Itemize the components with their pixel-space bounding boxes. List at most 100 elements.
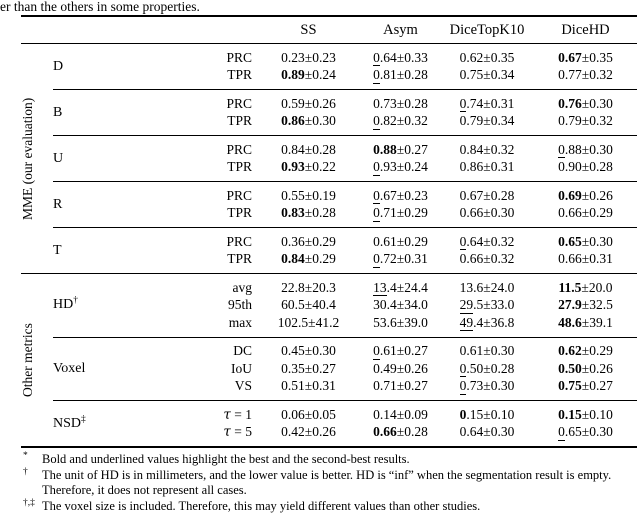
value-cell: 60.5±40.4 [281, 297, 336, 313]
value-cell: 0.36±0.29 [281, 233, 336, 249]
value-cell: 0.84±0.29 [281, 251, 336, 267]
value-cell: 11.5±20.0 [558, 279, 613, 295]
table-group-u: U PRC 0.84±0.28 0.88±0.27 0.84±0.32 0.88±0.30… [21, 136, 637, 181]
group-label: U [53, 150, 64, 166]
table-bottom-rule [21, 446, 637, 448]
value-cell: 0.66±0.28 [373, 424, 428, 440]
value-cell: 22.8±20.3 [281, 279, 336, 295]
value-cell: 0.66±0.32 [459, 251, 515, 267]
section-label-mme: MME (our evaluation) [20, 97, 35, 221]
value-cell: 0.77±0.32 [558, 67, 613, 83]
value-cell: 0.89±0.24 [281, 67, 336, 83]
group-label: NSD‡ [53, 413, 86, 431]
value-cell: 0.67±0.28 [459, 187, 515, 203]
value-cell: 0.61±0.29 [373, 233, 428, 249]
value-cell: 53.6±39.0 [373, 314, 428, 330]
group-separator-rule [53, 227, 637, 228]
value-cell: 0.50±0.26 [558, 360, 613, 376]
row-label: DC [233, 343, 252, 359]
footnote: † The unit of HD is in millimeters, and … [21, 466, 639, 499]
row-label: max [228, 314, 252, 330]
value-cell: 0.67±0.35 [558, 49, 613, 65]
value-cell: 0.49±0.26 [373, 360, 428, 376]
footnote-marker: * [23, 451, 28, 461]
value-cell: 0.79±0.34 [459, 113, 515, 129]
value-cell: 0.69±0.26 [558, 187, 613, 203]
footnote-marker: †,‡ [23, 498, 35, 509]
value-cell: 0.59±0.26 [281, 95, 336, 111]
row-label: VS [234, 378, 252, 394]
value-cell: 0.84±0.28 [281, 141, 336, 157]
row-label: TPR [227, 251, 252, 267]
footnote-text: The voxel size is included. Therefore, t… [42, 499, 481, 514]
value-cell: 0.64±0.33 [373, 49, 428, 67]
table-group-voxel: Voxel DC 0.45±0.30 0.61±0.27 0.61±0.30 0.62±0… [21, 338, 637, 401]
row-label: IoU [231, 360, 252, 376]
value-cell: 0.73±0.28 [373, 95, 428, 111]
value-cell: 0.67±0.23 [373, 187, 428, 205]
col-header-asym: Asym [383, 21, 418, 38]
value-cell: 0.93±0.24 [373, 159, 428, 176]
value-cell: 0.86±0.30 [281, 113, 336, 129]
value-cell: 0.51±0.31 [281, 378, 336, 394]
group-label: HD† [53, 295, 78, 313]
value-cell: 0.90±0.28 [558, 159, 613, 175]
row-label: TPR [227, 159, 252, 175]
value-cell: 0.65±0.30 [558, 424, 613, 441]
caption-fragment: er than the others in some properties. [0, 0, 200, 14]
footnote-text: The unit of HD is in millimeters, and th… [42, 467, 612, 498]
value-cell: 30.4±34.0 [373, 297, 428, 313]
table-header-row: SS Asym DiceTopK10 DiceHD [21, 17, 637, 43]
row-label: PRC [226, 141, 252, 157]
group-separator-rule [53, 135, 637, 136]
value-cell: 0.61±0.27 [373, 343, 428, 360]
section-label-other: Other metrics [20, 323, 35, 397]
group-label: D [53, 58, 64, 74]
value-cell: 0.15±0.10 [459, 406, 515, 422]
row-label: avg [232, 279, 253, 295]
table-group-hd: HD† avg 22.8±20.3 13.4±24.4 13.6±24.0 11.5±20… [21, 274, 637, 337]
header-bottom-rule [21, 43, 637, 44]
row-label: TPR [227, 67, 252, 83]
row-label: PRC [226, 49, 252, 65]
table-group-r: R PRC 0.55±0.19 0.67±0.23 0.67±0.28 0.69±0.26… [21, 182, 637, 227]
value-cell: 0.66±0.31 [558, 251, 613, 267]
footnotes: * Bold and underlined values highlight t… [21, 451, 639, 515]
value-cell: 48.6±39.1 [558, 314, 613, 330]
value-cell: 0.71±0.27 [373, 378, 428, 394]
value-cell: 0.71±0.29 [373, 205, 428, 222]
value-cell: 0.62±0.35 [459, 49, 515, 65]
table-group-b: B PRC 0.59±0.26 0.73±0.28 0.74±0.31 0.76±0.30… [21, 90, 637, 135]
value-cell: 0.55±0.19 [281, 187, 336, 203]
row-label: TPR [227, 113, 252, 129]
table-group-t: T PRC 0.36±0.29 0.61±0.29 0.64±0.32 0.65±0.30… [21, 228, 637, 273]
value-cell: 0.14±0.09 [373, 406, 428, 422]
value-cell: 0.81±0.28 [373, 67, 428, 84]
value-cell: 0.62±0.29 [558, 343, 613, 359]
value-cell: 0.45±0.30 [281, 343, 336, 359]
row-label: τ = 5 [223, 424, 252, 441]
footnote-marker: † [23, 466, 28, 477]
group-label: T [53, 242, 62, 258]
value-cell: 0.74±0.31 [459, 95, 515, 113]
value-cell: 102.5±41.2 [277, 314, 340, 330]
group-separator-rule [53, 181, 637, 182]
row-label: TPR [227, 205, 252, 221]
value-cell: 0.06±0.05 [281, 406, 336, 422]
group-separator-rule [53, 89, 637, 90]
value-cell: 0.64±0.30 [459, 424, 515, 440]
value-cell: 49.4±36.8 [459, 314, 515, 332]
value-cell: 0.15±0.10 [558, 406, 613, 422]
group-label: Voxel [53, 360, 86, 376]
footnote: * Bold and underlined values highlight t… [21, 451, 639, 468]
value-cell: 0.86±0.31 [459, 159, 515, 175]
section-separator-rule [21, 273, 637, 274]
value-cell: 0.50±0.28 [459, 360, 515, 378]
group-separator-rule [53, 336, 637, 338]
value-cell: 0.72±0.31 [373, 251, 428, 268]
row-label: PRC [226, 187, 252, 203]
value-cell: 0.84±0.32 [459, 141, 515, 157]
col-header-dicehd: DiceHD [561, 21, 610, 38]
table-top-rule [21, 15, 637, 17]
value-cell: 0.42±0.26 [281, 424, 336, 440]
